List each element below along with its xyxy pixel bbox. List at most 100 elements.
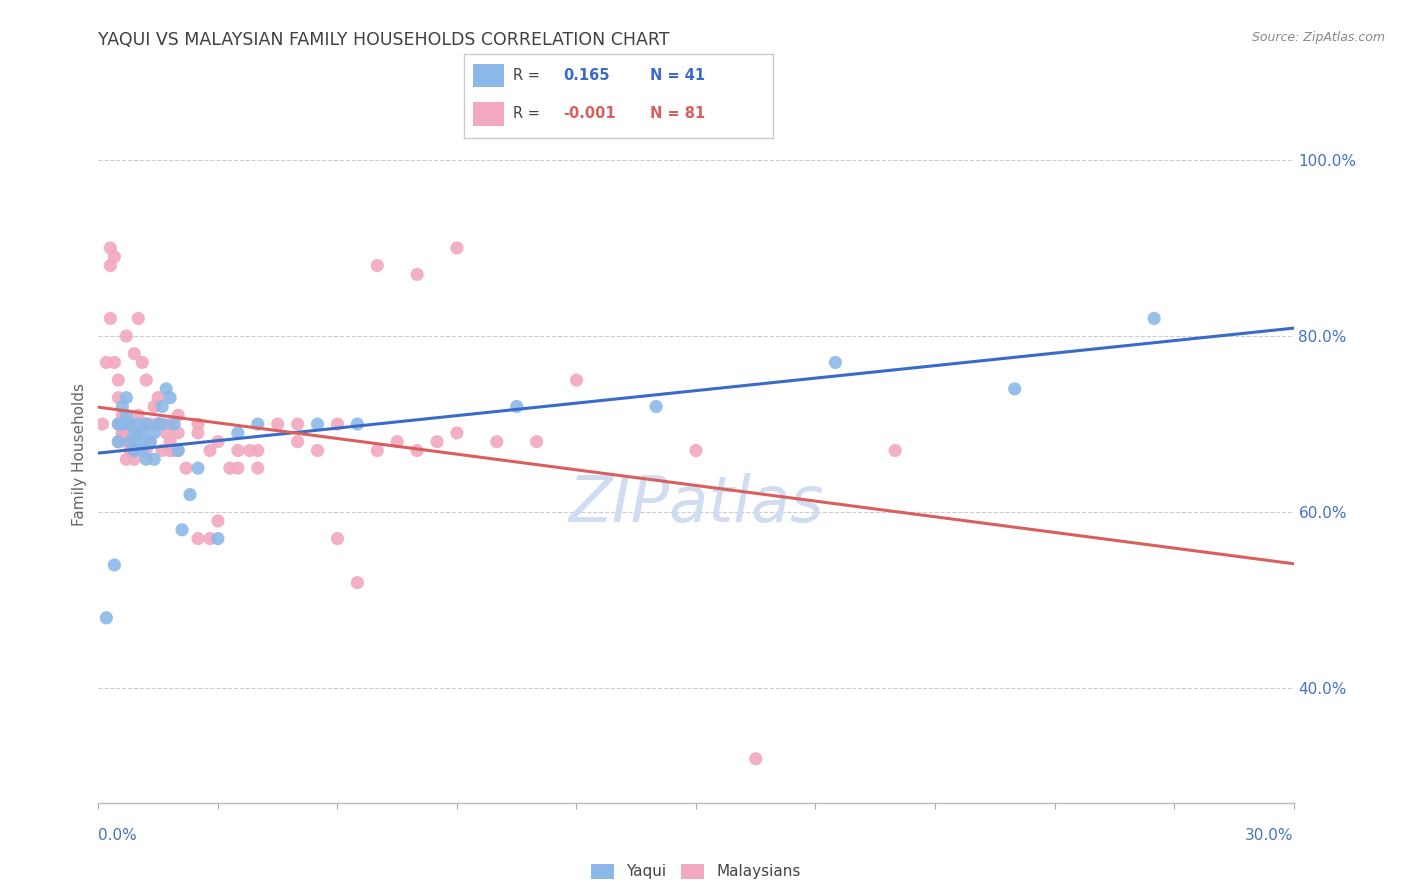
Point — [187, 532, 209, 546]
Point — [135, 452, 157, 467]
Point — [485, 434, 508, 449]
Point — [824, 355, 846, 369]
Point — [96, 355, 118, 369]
Point — [346, 417, 368, 431]
Point — [159, 417, 181, 431]
Text: YAQUI VS MALAYSIAN FAMILY HOUSEHOLDS CORRELATION CHART: YAQUI VS MALAYSIAN FAMILY HOUSEHOLDS COR… — [98, 31, 669, 49]
Point — [645, 400, 668, 414]
Point — [287, 417, 309, 431]
Point — [1004, 382, 1026, 396]
Point — [326, 417, 349, 431]
Point — [124, 443, 146, 458]
Point — [127, 311, 149, 326]
Point — [385, 434, 409, 449]
Point — [187, 425, 209, 440]
Bar — [474, 102, 505, 126]
Point — [150, 400, 173, 414]
Point — [167, 409, 190, 423]
Point — [124, 425, 146, 440]
Point — [115, 409, 138, 423]
Point — [150, 443, 173, 458]
Point — [366, 443, 388, 458]
Point — [159, 443, 181, 458]
Text: 0.0%: 0.0% — [98, 828, 138, 843]
Point — [148, 417, 170, 431]
Y-axis label: Family Households: Family Households — [72, 384, 87, 526]
Point — [745, 752, 768, 766]
Point — [127, 425, 149, 440]
Bar — [474, 63, 505, 87]
Point — [198, 532, 221, 546]
Point — [246, 461, 269, 475]
Point — [207, 532, 229, 546]
Text: 30.0%: 30.0% — [1246, 828, 1294, 843]
Point — [207, 434, 229, 449]
Point — [174, 461, 197, 475]
Point — [526, 434, 548, 449]
Point — [120, 434, 142, 449]
Point — [120, 417, 142, 431]
Point — [111, 425, 134, 440]
Point — [107, 417, 129, 431]
Point — [139, 434, 162, 449]
Point — [143, 452, 166, 467]
Point — [111, 400, 134, 414]
Point — [131, 425, 153, 440]
Point — [167, 443, 190, 458]
Point — [246, 443, 269, 458]
Point — [111, 417, 134, 431]
Point — [226, 443, 249, 458]
Point — [103, 355, 125, 369]
Point — [131, 443, 153, 458]
Point — [107, 373, 129, 387]
Point — [143, 400, 166, 414]
Point — [111, 409, 134, 423]
Point — [187, 461, 209, 475]
Point — [239, 443, 262, 458]
Point — [139, 417, 162, 431]
Point — [307, 443, 329, 458]
Point — [135, 417, 157, 431]
Point — [148, 417, 170, 431]
Point — [148, 391, 170, 405]
Point — [506, 400, 529, 414]
Point — [115, 434, 138, 449]
Text: N = 41: N = 41 — [650, 68, 704, 83]
Point — [267, 417, 290, 431]
Point — [187, 417, 209, 431]
Text: -0.001: -0.001 — [562, 106, 616, 120]
Point — [100, 259, 122, 273]
Point — [163, 417, 186, 431]
Point — [326, 532, 349, 546]
Point — [148, 417, 170, 431]
Point — [124, 434, 146, 449]
Point — [115, 452, 138, 467]
Point — [155, 425, 177, 440]
Point — [120, 434, 142, 449]
Point — [131, 355, 153, 369]
Point — [127, 409, 149, 423]
Point — [307, 417, 329, 431]
Point — [446, 241, 468, 255]
Point — [155, 382, 177, 396]
Text: N = 81: N = 81 — [650, 106, 704, 120]
Point — [198, 443, 221, 458]
Point — [219, 461, 242, 475]
Point — [115, 329, 138, 343]
Point — [107, 417, 129, 431]
Point — [107, 434, 129, 449]
Text: 0.165: 0.165 — [562, 68, 609, 83]
Point — [107, 434, 129, 449]
Point — [685, 443, 707, 458]
Point — [565, 373, 588, 387]
Text: R =: R = — [513, 106, 546, 120]
Point — [163, 443, 186, 458]
Point — [135, 417, 157, 431]
Point — [207, 514, 229, 528]
Point — [103, 250, 125, 264]
Point — [426, 434, 449, 449]
Point — [246, 417, 269, 431]
Point — [1143, 311, 1166, 326]
Point — [127, 434, 149, 449]
Point — [124, 346, 146, 360]
